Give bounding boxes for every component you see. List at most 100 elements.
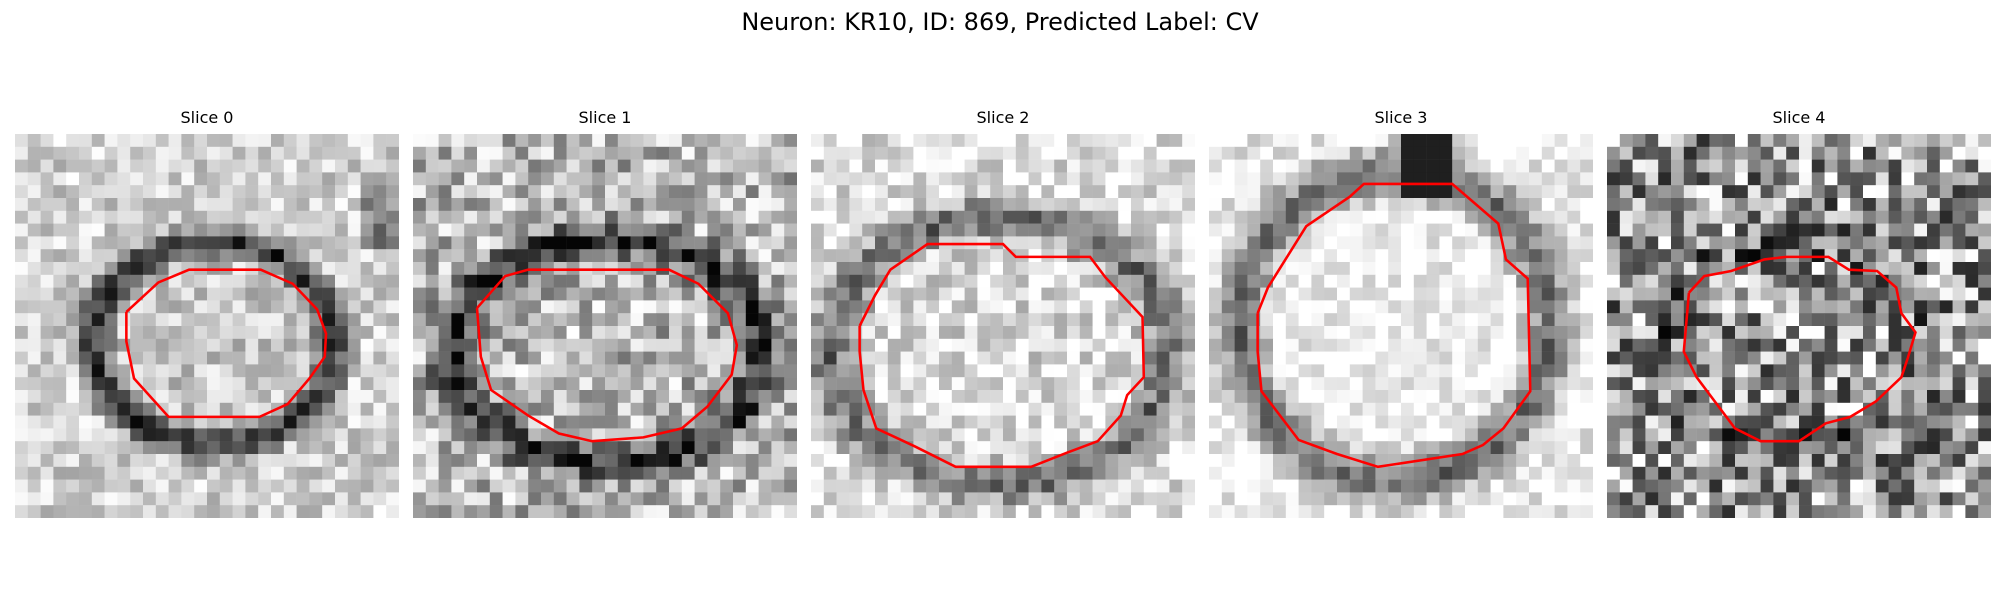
pixel bbox=[926, 223, 940, 237]
pixel bbox=[553, 300, 567, 314]
pixel bbox=[1143, 172, 1157, 186]
pixel bbox=[553, 454, 567, 468]
pixel bbox=[1375, 146, 1389, 160]
pixel bbox=[1092, 249, 1106, 263]
pixel bbox=[489, 492, 503, 506]
pixel bbox=[1811, 236, 1825, 250]
pixel bbox=[694, 300, 708, 314]
pixel bbox=[168, 479, 182, 493]
pixel bbox=[553, 377, 567, 391]
pixel bbox=[1541, 505, 1555, 518]
pixel bbox=[939, 223, 953, 237]
pixel bbox=[117, 159, 131, 173]
pixel bbox=[245, 210, 259, 224]
pixel bbox=[1401, 274, 1415, 288]
pixel bbox=[1978, 198, 1991, 212]
pixel bbox=[900, 351, 914, 365]
pixel bbox=[79, 287, 93, 301]
pixel bbox=[1054, 185, 1068, 199]
pixel bbox=[1747, 377, 1761, 391]
pixel bbox=[1054, 262, 1068, 276]
pixel bbox=[1028, 172, 1042, 186]
pixel bbox=[1413, 364, 1427, 378]
pixel bbox=[1529, 300, 1543, 314]
pixel bbox=[566, 454, 580, 468]
pixel bbox=[1645, 402, 1659, 416]
pixel bbox=[1311, 249, 1325, 263]
pixel bbox=[1388, 223, 1402, 237]
pixel bbox=[489, 364, 503, 378]
pixel bbox=[849, 287, 863, 301]
pixel bbox=[1927, 262, 1941, 276]
pixel bbox=[1490, 466, 1504, 480]
pixel bbox=[1054, 146, 1068, 160]
pixel bbox=[232, 313, 246, 327]
pixel bbox=[541, 454, 555, 468]
pixel bbox=[1824, 313, 1838, 327]
pixel bbox=[245, 351, 259, 365]
pixel bbox=[296, 146, 310, 160]
pixel bbox=[1041, 505, 1055, 518]
pixel bbox=[1927, 172, 1941, 186]
pixel bbox=[1554, 454, 1568, 468]
pixel bbox=[643, 236, 657, 250]
pixel bbox=[335, 198, 349, 212]
pixel bbox=[630, 198, 644, 212]
pixel bbox=[939, 198, 953, 212]
pixel bbox=[194, 185, 208, 199]
pixel bbox=[1503, 479, 1517, 493]
pixel bbox=[1503, 159, 1517, 173]
pixel bbox=[1541, 185, 1555, 199]
pixel bbox=[271, 466, 285, 480]
pixel bbox=[939, 466, 953, 480]
pixel bbox=[386, 351, 399, 365]
pixel bbox=[1260, 377, 1274, 391]
pixel bbox=[1747, 249, 1761, 263]
pixel bbox=[1118, 198, 1132, 212]
pixel bbox=[1092, 377, 1106, 391]
pixel bbox=[1671, 441, 1685, 455]
pixel bbox=[464, 262, 478, 276]
pixel bbox=[464, 198, 478, 212]
pixel bbox=[1439, 326, 1453, 340]
pixel bbox=[1658, 454, 1672, 468]
pixel bbox=[258, 326, 272, 340]
pixel bbox=[1529, 198, 1543, 212]
pixel bbox=[951, 377, 965, 391]
pixel bbox=[1645, 287, 1659, 301]
pixel bbox=[425, 134, 439, 148]
pixel bbox=[1118, 159, 1132, 173]
pixel bbox=[1337, 415, 1351, 429]
pixel bbox=[413, 505, 427, 518]
pixel bbox=[1914, 223, 1928, 237]
pixel bbox=[1914, 454, 1928, 468]
pixel bbox=[168, 338, 182, 352]
pixel bbox=[79, 313, 93, 327]
pixel bbox=[373, 441, 387, 455]
pixel bbox=[1003, 466, 1017, 480]
pixel bbox=[1696, 415, 1710, 429]
pixel bbox=[1863, 441, 1877, 455]
pixel bbox=[784, 338, 797, 352]
pixel bbox=[694, 223, 708, 237]
pixel bbox=[656, 287, 670, 301]
pixel bbox=[1092, 338, 1106, 352]
pixel bbox=[951, 505, 965, 518]
pixel bbox=[1452, 492, 1466, 506]
pixel bbox=[1169, 249, 1183, 263]
pixel bbox=[875, 262, 889, 276]
pixel bbox=[707, 172, 721, 186]
pixel bbox=[1298, 287, 1312, 301]
pixel bbox=[1388, 402, 1402, 416]
pixel bbox=[258, 313, 272, 327]
pixel bbox=[720, 390, 734, 404]
pixel bbox=[811, 364, 825, 378]
pixel bbox=[913, 505, 927, 518]
pixel bbox=[1671, 364, 1685, 378]
pixel bbox=[386, 313, 399, 327]
pixel bbox=[1567, 236, 1581, 250]
pixel bbox=[1169, 300, 1183, 314]
pixel bbox=[1439, 351, 1453, 365]
pixel bbox=[1863, 172, 1877, 186]
pixel bbox=[1349, 210, 1363, 224]
